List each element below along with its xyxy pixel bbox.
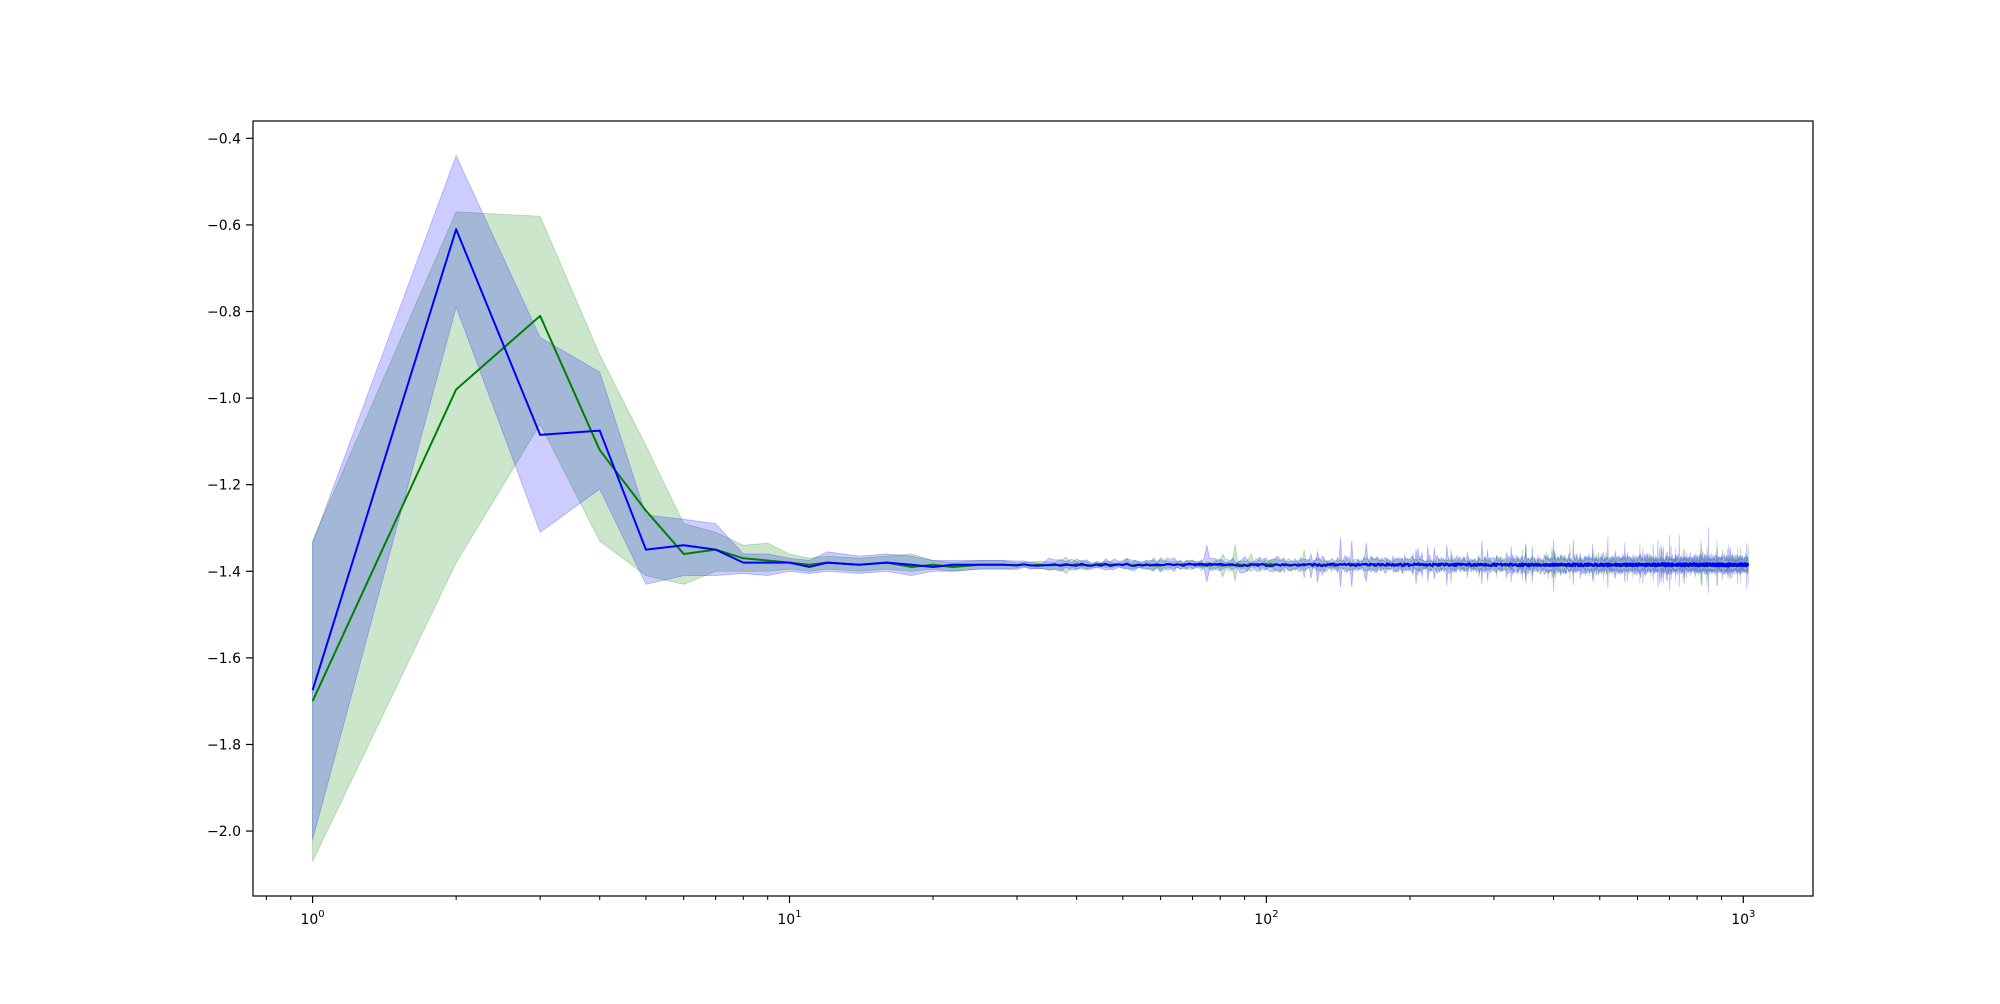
y-tick-label: −0.4 [207, 131, 241, 147]
x-tick-label: 100 [300, 909, 324, 928]
x-axis: 100 101 102 103 [265, 896, 1755, 928]
series-0-confidence-band [312, 211, 1749, 862]
y-tick-label: −1.8 [207, 737, 241, 753]
y-tick-label: −1.0 [207, 391, 241, 407]
y-tick-label: −2.0 [207, 824, 241, 840]
series-1-mean-line [311, 228, 1750, 691]
y-tick-label: −1.4 [207, 564, 241, 580]
y-tick-label: −0.8 [207, 305, 241, 321]
x-tick-label: 103 [1731, 909, 1755, 928]
y-axis: −0.4 −0.6 −0.8 −1.0 −1.2 −1.4 −1.6 −1.8 −2.0 [207, 131, 253, 840]
x-tick-label: 101 [777, 909, 801, 928]
x-tick-label: 102 [1254, 909, 1278, 928]
confidence-bands [312, 154, 1749, 862]
series-1-confidence-band [312, 154, 1749, 840]
y-tick-label: −1.6 [207, 651, 241, 667]
y-tick-label: −0.6 [207, 218, 241, 234]
plot-frame [252, 120, 1814, 897]
y-tick-label: −1.2 [207, 478, 241, 494]
series-lines [311, 228, 1750, 702]
